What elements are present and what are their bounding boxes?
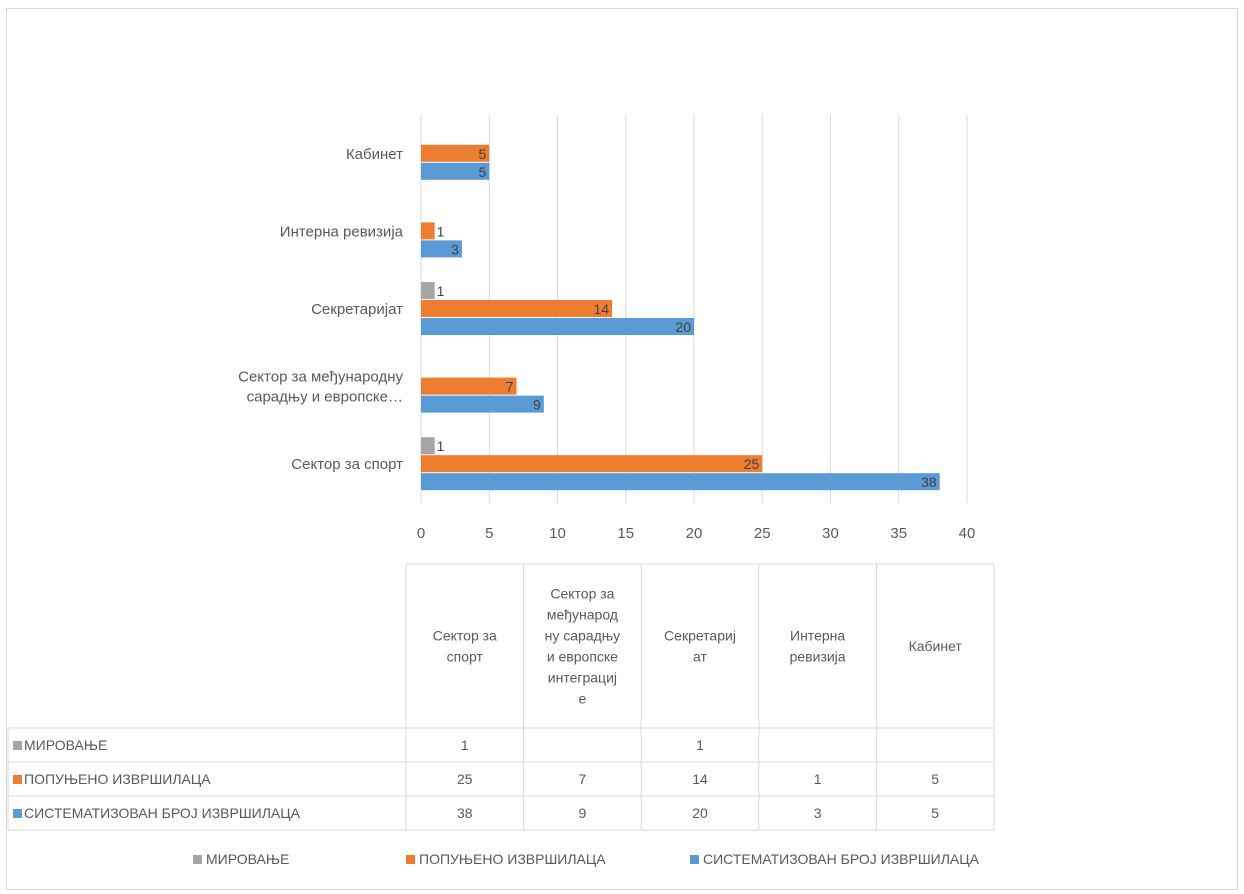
x-tick-label: 35 [890,525,907,542]
table-cell-value: 5 [931,805,939,821]
data-label: 14 [594,301,610,317]
table-header-text: Сектор за [433,628,497,644]
table-cell-value: 25 [457,771,473,787]
bar [421,437,435,455]
data-label: 25 [744,456,760,472]
table-header-text: ревизија [790,649,846,665]
x-tick-label: 15 [617,525,634,542]
table-header-text: Секретариј [664,628,736,644]
data-label: 1 [437,223,445,239]
table-row-label: МИРОВАЊЕ [24,737,107,753]
bars [421,144,940,491]
table-cell-value: 9 [579,805,587,821]
x-tick-label: 25 [754,525,771,542]
table-cell-value: 1 [696,737,704,753]
x-tick-label: 5 [485,525,493,542]
table-header-text: међународ [547,607,618,623]
table-header-text: интеграциј [548,670,617,686]
table-header-text: ат [693,649,707,665]
table-cell-value: 20 [692,805,708,821]
table-cell-value: 7 [579,771,587,787]
data-label: 1 [437,283,445,299]
data-label: 20 [675,319,691,335]
x-tick-label: 0 [417,525,425,542]
legend-key [193,855,202,864]
bar [421,300,613,317]
data-label: 5 [478,146,486,162]
table-header-text: Кабинет [909,638,963,654]
category-label: Интерна ревизија [280,223,404,240]
table-row-label: СИСТЕМАТИЗОВАН БРОЈ ИЗВРШИЛАЦА [24,805,301,821]
category-label: Секретаријат [311,301,403,318]
table-header-text: Интерна [790,628,845,644]
data-label: 7 [506,379,514,395]
x-tick-label: 20 [686,525,703,542]
table-row-label: ПОПУЊЕНО ИЗВРШИЛАЦА [24,771,211,787]
bar [421,144,490,162]
table-header-text: Сектор за [550,586,614,602]
data-label: 3 [451,241,459,257]
x-tick-label: 40 [959,525,976,542]
legend: МИРОВАЊЕ ПОПУЊЕНО ИЗВРШИЛАЦА СИСТЕМАТИЗОВА… [193,851,980,867]
table-header-text: и европске [547,649,618,665]
x-tick-label: 10 [549,525,566,542]
bar [421,473,940,491]
category-label: Сектор за спорт [291,456,403,473]
bar [421,222,435,240]
bar [421,455,763,473]
data-label: 9 [533,397,541,413]
table-cell-value: 14 [692,771,708,787]
legend-key [690,855,699,864]
data-label: 38 [921,474,937,490]
bar [421,162,490,180]
bar [421,240,462,258]
table-cell-value: 38 [457,805,473,821]
legend-label: ПОПУЊЕНО ИЗВРШИЛАЦА [419,851,606,867]
table-header-text: е [579,691,587,707]
table-cell-value: 1 [461,737,469,753]
category-label: сарадњу и европске… [247,389,403,406]
bar [421,377,517,395]
table-cell-value: 1 [814,771,822,787]
legend-label: СИСТЕМАТИЗОВАН БРОЈ ИЗВРШИЛАЦА [703,851,980,867]
bar [421,395,544,413]
legend-key [406,855,415,864]
data-label: 5 [478,164,486,180]
table-cell-value: 5 [931,771,939,787]
table-legend-key [13,809,22,818]
data-label: 1 [437,438,445,454]
chart-frame [6,8,1238,890]
category-label: Сектор за међународну [238,369,403,386]
table-header-text: ну сарадњу [545,628,621,644]
table-legend-key [13,775,22,784]
category-label: Кабинет [346,146,403,163]
bar [421,282,435,299]
bar [421,318,694,335]
table-legend-key [13,741,22,750]
data-table: Сектор за спорт Сектор за међународ ну сарад… [7,563,995,831]
table-header-text: спорт [447,649,484,665]
x-tick-label: 30 [822,525,839,542]
legend-label: МИРОВАЊЕ [206,851,289,867]
table-cell-value: 3 [814,805,822,821]
